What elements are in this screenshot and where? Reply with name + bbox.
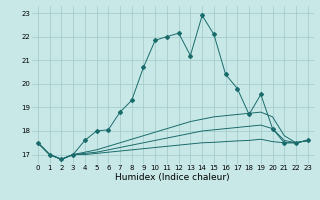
X-axis label: Humidex (Indice chaleur): Humidex (Indice chaleur)	[116, 173, 230, 182]
